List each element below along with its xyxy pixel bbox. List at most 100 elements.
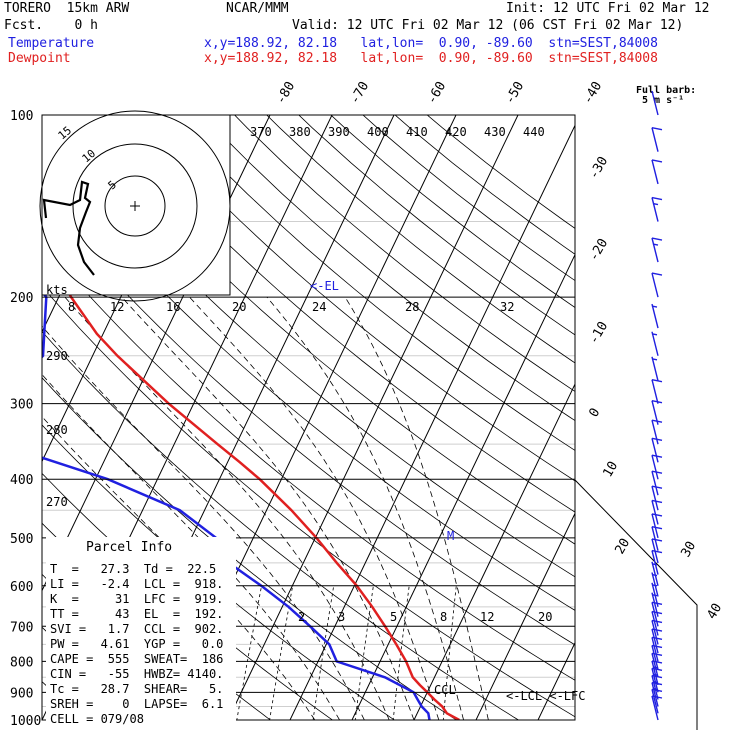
mixing-ratio-line (236, 585, 262, 720)
dry-adiabat-line (330, 115, 575, 308)
isotherm-tick-label: -70 (347, 79, 372, 107)
dry-adiabat-line (426, 115, 575, 229)
header-init: Init: 12 UTC Fri 02 Mar 12 (506, 1, 710, 16)
barb-legend-title: Full barb: (636, 85, 697, 96)
isotherm-tick-label: -80 (273, 79, 298, 107)
header-model: TORERO 15km ARW (4, 1, 130, 16)
dry-adiabat-line (42, 198, 575, 646)
header-fcst: Fcst. 0 h (4, 18, 98, 33)
theta-tick-label: 440 (523, 125, 545, 139)
wind-barb-flag (651, 127, 663, 131)
theta-tick-label: 400 (367, 125, 389, 139)
moist-adiabat-line (42, 325, 365, 720)
wind-barb-flag (651, 660, 663, 664)
wind-barb-half-flag (651, 563, 658, 566)
wind-barb-flag (651, 549, 663, 554)
pressure-tick-label: 100 (10, 109, 33, 124)
wind-barb-flag (651, 538, 663, 542)
wind-barb-staff (651, 331, 659, 356)
parcel-info-row: CELL = 079/08 (50, 712, 144, 726)
mixing-ratio-tick-label: 32 (500, 300, 514, 314)
dry-adiabat-tick-label: 280 (46, 423, 68, 437)
wind-barb-staff (651, 127, 659, 152)
wind-barb (651, 499, 663, 525)
hodograph-ring (104, 175, 166, 237)
isotherm-line (656, 87, 740, 733)
dry-adiabat-line (266, 115, 575, 364)
parcel-info-row: CIN = -55 HWBZ= 4140. (50, 667, 224, 681)
isotherm-tick-label: 20 (612, 536, 633, 557)
wind-barb-flag (651, 378, 663, 383)
header-valid: Valid: 12 UTC Fri 02 Mar 12 (06 CST Fri … (292, 18, 684, 33)
hodograph (39, 110, 231, 302)
wind-barb-staff (651, 611, 659, 636)
wind-barb-half-flag (651, 573, 658, 577)
dry-adiabat-line (201, 115, 575, 422)
wind-barb (651, 196, 663, 222)
wind-barb-flag (651, 499, 663, 504)
sounding-annotation: <-EL (310, 279, 339, 293)
mixing-ratio-line (442, 585, 457, 720)
parcel-info-row: Tc = 28.7 SHEAR= 5. (50, 682, 224, 696)
wind-barb (651, 437, 663, 463)
isotherm-line (289, 124, 575, 720)
wind-barb-flag (651, 636, 663, 641)
wind-barb (651, 652, 663, 678)
wind-barb-half-flag (652, 243, 659, 246)
theta-tick-label: 380 (289, 125, 311, 139)
dry-adiabat-line (73, 115, 575, 545)
mixing-ratio-tick-label: 28 (405, 300, 419, 314)
dry-adiabat-line (42, 115, 575, 578)
wind-barb (651, 303, 659, 329)
wind-barb-staff (651, 303, 659, 329)
isotherm-line (475, 512, 575, 720)
wind-barb (651, 331, 659, 356)
wind-barb-staff (651, 572, 659, 597)
wind-barb-flag (651, 628, 663, 632)
isotherm-tick-label: -50 (502, 79, 527, 107)
wind-barb-flag (651, 644, 663, 649)
wind-barb (651, 688, 663, 714)
wind-barb-flag (651, 601, 663, 605)
isotherm-tick-label: -30 (586, 154, 611, 182)
wind-barb-staff (651, 637, 659, 662)
pressure-tick-label: 300 (10, 398, 33, 413)
mixing-ratio-tick-label: 16 (166, 300, 180, 314)
wind-barb-staff (651, 513, 659, 539)
pressure-tick-label: 500 (10, 532, 33, 547)
mixing-ratio-tick-label: 2 (298, 610, 305, 624)
wind-barb-flag (651, 695, 663, 699)
parcel-info-title: Parcel Info (86, 540, 173, 555)
chart-frame (41, 114, 576, 721)
dry-adiabat-line (42, 241, 575, 681)
wind-barb-flag (651, 400, 663, 404)
parcel-info-row: PW = 4.61 YGP = 0.0 (50, 637, 224, 651)
barb-legend-unit: 5 m s⁻¹ (642, 95, 685, 106)
dry-adiabat-tick-label: 290 (46, 349, 68, 363)
wind-barb (651, 667, 663, 693)
isotherm-tick-label: 40 (704, 601, 725, 622)
parcel-info-row: K = 31 LFC = 919. (50, 592, 224, 606)
wind-barb-half-flag (651, 333, 658, 336)
wind-barb-flag (651, 674, 663, 679)
wind-barb-flag (651, 419, 663, 423)
wind-barb-staff (651, 620, 659, 645)
dry-adiabat-line (298, 115, 575, 336)
wind-barb (651, 485, 663, 511)
mixing-ratio-tick-label: 5 (390, 610, 397, 624)
wind-barb (651, 674, 663, 700)
wind-barb (651, 660, 663, 686)
wind-barb-half-flag (652, 687, 659, 691)
dry-adiabat-line (169, 115, 575, 451)
wind-barb-staff (651, 471, 659, 496)
wind-barb (651, 356, 659, 381)
wind-barb (651, 454, 663, 480)
dry-adiabat-line (394, 115, 575, 255)
wind-barb-staff (651, 668, 659, 693)
wind-barb-half-flag (652, 673, 659, 677)
wind-barb-staff (651, 645, 659, 670)
barb-panel-edge (574, 479, 698, 730)
wind-barb (651, 90, 659, 116)
wind-barb (651, 159, 663, 185)
header-center: NCAR/MMM (226, 1, 289, 16)
